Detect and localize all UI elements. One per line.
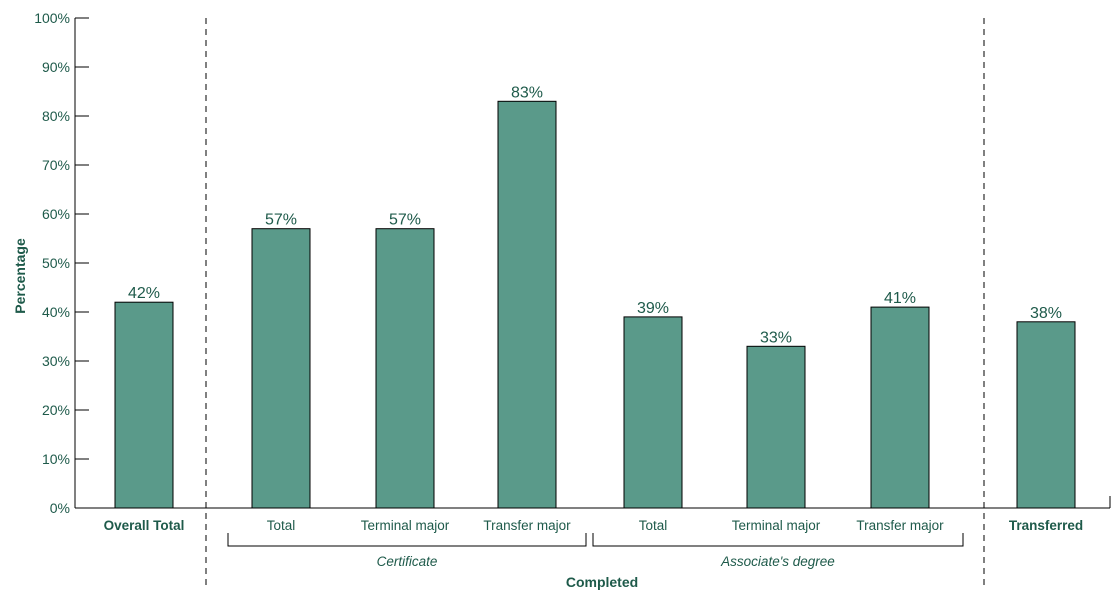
bar [1016,321,1076,509]
data-label: 33% [760,329,792,346]
group-bracket [592,533,964,547]
y-tick-label: 80% [42,108,70,124]
bar [870,306,930,509]
group-label: Associate's degree [720,554,835,569]
y-axis: 0% 10% 20% 30% 40% 50% 60% 70% 80% 90% 100% [34,10,1111,516]
category-label: Transferred [1009,518,1083,533]
bar [375,228,435,509]
category-label: Overall Total [104,518,185,533]
data-label: 83% [511,84,543,101]
category-label: Total [267,518,296,533]
section-dividers [205,18,985,586]
category-label: Transfer major [483,518,571,533]
y-tick-label: 60% [42,206,70,222]
y-tick-label: 30% [42,353,70,369]
bar [623,316,683,509]
bar [251,228,311,509]
data-label: 57% [265,212,297,229]
category-label: Transfer major [856,518,944,533]
y-tick-label: 70% [42,157,70,173]
y-tick-label: 90% [42,59,70,75]
super-group-label: Completed [566,574,638,590]
group-bracket [227,533,587,547]
bar [497,100,557,509]
data-labels: 42% 57% 57% 83% 39% 33% 41% 38% [128,84,1062,346]
y-axis-title: Percentage [12,238,28,314]
bar [114,301,174,509]
category-labels: Overall Total Total Terminal major Transfer… [104,518,1084,533]
y-tick-label: 50% [42,255,70,271]
y-tick-label: 0% [50,500,70,516]
category-label: Total [639,518,668,533]
y-tick-label: 100% [34,10,70,26]
data-label: 42% [128,285,160,302]
category-label: Terminal major [361,518,450,533]
bars [114,100,1076,509]
data-label: 38% [1030,305,1062,322]
y-tick-label: 40% [42,304,70,320]
bar [746,345,806,509]
data-label: 39% [637,300,669,317]
data-label: 41% [884,290,916,307]
category-label: Terminal major [732,518,821,533]
data-label: 57% [389,212,421,229]
group-brackets: Certificate Associate's degree [227,533,964,569]
y-tick-label: 10% [42,451,70,467]
y-tick-label: 20% [42,402,70,418]
group-label: Certificate [377,554,438,569]
